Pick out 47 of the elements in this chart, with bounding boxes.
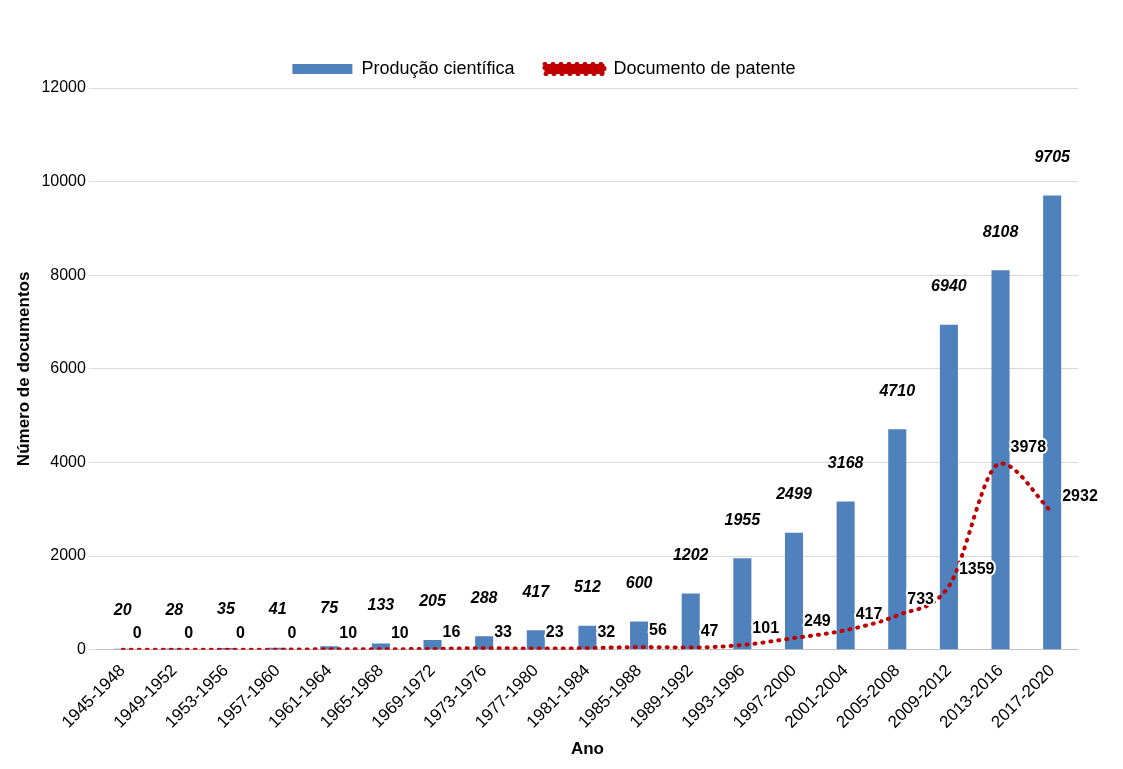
y-tick-label: 2000 [50,546,86,564]
data-label: 28 [164,600,184,618]
y-tick-label: 6000 [50,359,86,377]
y-axis-title: Número de documentos [13,271,33,467]
data-label: 249 [804,612,831,630]
data-label: 33 [494,622,513,640]
data-label: 56 [649,621,667,639]
data-label: 0 [235,624,245,642]
data-label: 8108 [982,222,1019,240]
data-label: 0 [132,624,142,642]
data-label: 733 [907,589,935,607]
legend-label: Documento de patente [613,57,796,78]
data-label: 1955 [724,510,762,528]
data-label: 417 [855,604,883,622]
legend-label: Produção científica [361,57,516,78]
data-label: 23 [545,623,564,641]
data-label: 288 [469,588,498,606]
data-label: 3168 [827,453,864,471]
data-label: 2932 [1062,486,1098,504]
data-label: 4710 [878,381,916,399]
data-label: 2499 [775,485,812,503]
data-label: 32 [597,622,616,640]
data-label: 10 [339,623,358,641]
y-tick-label: 10000 [41,172,86,190]
data-label: 205 [418,592,447,610]
data-label: 47 [700,621,719,639]
y-tick-label: 12000 [41,78,86,96]
data-label: 417 [521,582,551,600]
data-label: 20 [112,601,132,619]
y-tick-label: 0 [76,640,86,658]
data-label: 16 [442,623,461,641]
data-label: 41 [267,600,287,618]
x-axis-title: Ano [570,739,604,759]
data-label: 133 [367,595,395,613]
data-label: 9705 [1034,147,1072,165]
data-label: 1202 [672,545,709,563]
data-label: 0 [287,624,297,642]
data-label: 600 [625,574,653,592]
data-label: 0 [184,624,194,642]
data-label: 101 [752,619,780,637]
y-tick-label: 8000 [50,265,86,283]
data-label: 512 [574,578,601,596]
data-label: 6940 [931,277,967,295]
data-label: 75 [320,598,340,616]
data-label: 10 [390,623,409,641]
y-tick-label: 4000 [50,452,86,470]
data-label: 35 [217,600,236,618]
